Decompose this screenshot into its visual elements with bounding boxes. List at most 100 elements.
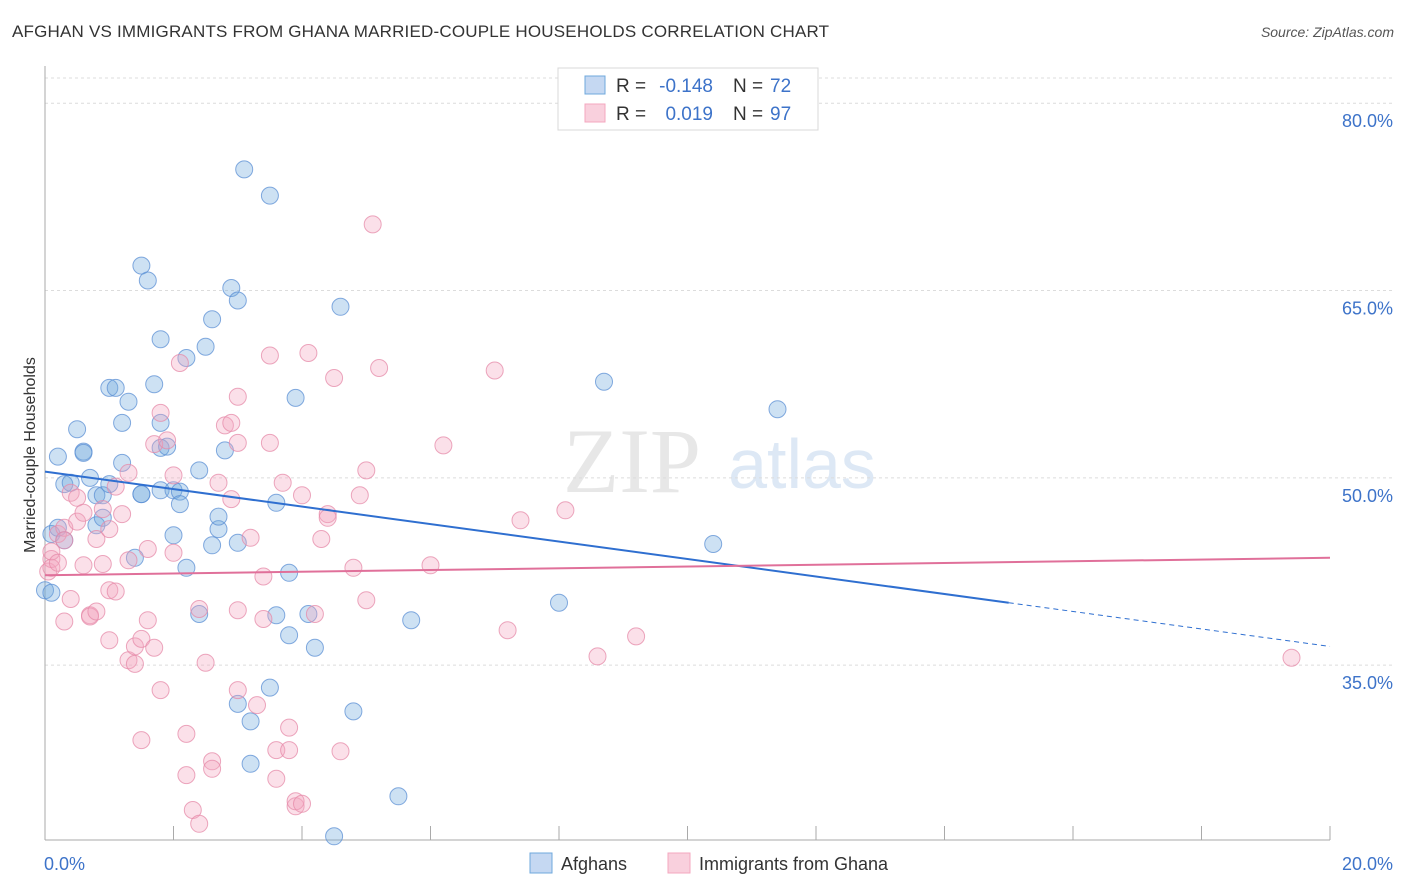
data-point: [235, 160, 254, 179]
data-points: [36, 160, 1301, 846]
data-point: [113, 413, 132, 432]
data-point: [357, 591, 376, 610]
data-point: [228, 681, 247, 700]
data-point: [138, 540, 157, 558]
data-point: [241, 528, 260, 547]
data-point: [254, 567, 273, 586]
data-point: [132, 731, 151, 750]
chart-title: AFGHAN VS IMMIGRANTS FROM GHANA MARRIED-…: [12, 22, 830, 41]
data-point: [100, 581, 119, 600]
data-point: [305, 605, 324, 623]
data-point: [132, 629, 151, 648]
trend-line: [44, 556, 1331, 577]
data-point: [228, 601, 247, 620]
data-point: [55, 612, 74, 631]
trend-lines: [44, 470, 1331, 647]
data-point: [228, 291, 247, 310]
data-point: [151, 681, 170, 700]
data-point: [106, 582, 125, 601]
data-point: [203, 759, 222, 778]
data-point: [704, 535, 723, 553]
data-point: [280, 626, 299, 645]
data-point: [190, 814, 209, 833]
data-point: [370, 359, 389, 377]
data-point: [164, 526, 183, 545]
stats-r-label-1: R =: [616, 76, 646, 97]
data-point: [68, 512, 87, 531]
data-point: [331, 297, 350, 316]
stats-swatch-afghans: [584, 75, 606, 95]
series-afghans-points: [36, 160, 787, 846]
data-point: [511, 511, 530, 530]
data-point: [100, 631, 119, 650]
x-tick-label: 0.0%: [44, 854, 85, 874]
y-tick-label: 50.0%: [1342, 486, 1393, 506]
x-tick-label: 20.0%: [1342, 854, 1393, 874]
data-point: [177, 766, 196, 785]
data-point: [203, 310, 222, 329]
source-label: Source: ZipAtlas.com: [1260, 24, 1394, 40]
data-point: [190, 605, 209, 623]
data-point: [260, 186, 279, 205]
data-point: [389, 787, 408, 806]
watermark-atlas: atlas: [728, 425, 876, 503]
data-point: [55, 531, 74, 550]
data-point: [280, 718, 299, 737]
data-point: [203, 536, 222, 555]
data-point: [1282, 648, 1301, 667]
data-point: [485, 361, 504, 380]
y-tick-labels: 35.0% 50.0% 65.0% 80.0%: [1342, 111, 1393, 693]
data-point: [74, 503, 93, 522]
data-point: [48, 447, 67, 466]
data-point: [260, 678, 279, 697]
legend-label-afghans: Afghans: [561, 854, 627, 874]
data-point: [68, 488, 87, 507]
data-point: [138, 271, 157, 290]
data-point: [100, 520, 119, 539]
data-point: [164, 466, 183, 485]
y-tick-label: 80.0%: [1342, 111, 1393, 131]
watermark: ZIP atlas: [563, 410, 876, 512]
data-point: [61, 590, 80, 608]
data-point: [267, 741, 286, 760]
stats-n-label-1: N =: [733, 76, 763, 97]
data-point: [254, 610, 273, 628]
data-point: [293, 794, 311, 813]
data-point: [164, 543, 183, 562]
data-point: [151, 330, 170, 349]
data-point: [421, 556, 440, 575]
data-point: [93, 500, 112, 519]
data-point: [280, 741, 299, 760]
stats-r-value-2: 0.019: [665, 104, 713, 125]
legend-label-ghana: Immigrants from Ghana: [699, 854, 889, 874]
stats-legend: R = -0.148 N = 72 R = 0.019 N = 97: [557, 67, 819, 131]
data-point: [402, 611, 421, 630]
data-point: [125, 654, 144, 673]
trend-line-extension: [1008, 602, 1331, 647]
data-point: [550, 593, 568, 612]
data-point: [241, 712, 260, 731]
data-point: [68, 420, 87, 439]
data-point: [151, 403, 170, 422]
data-point: [299, 344, 318, 362]
data-point: [93, 486, 112, 505]
stats-r-value-1: -0.148: [659, 76, 713, 97]
data-point: [305, 638, 324, 657]
data-point: [119, 551, 138, 570]
data-point: [241, 754, 260, 773]
data-point: [145, 375, 164, 394]
stats-n-label-2: N =: [733, 104, 763, 125]
data-point: [209, 473, 228, 492]
data-point: [273, 473, 292, 492]
data-point: [267, 769, 286, 788]
data-point: [132, 485, 151, 504]
data-point: [228, 433, 247, 452]
data-point: [106, 378, 125, 397]
data-point: [325, 827, 344, 846]
data-point: [158, 431, 177, 450]
axes: [44, 66, 1331, 841]
y-tick-label: 65.0%: [1342, 299, 1393, 319]
data-point: [203, 752, 222, 771]
data-point: [350, 486, 369, 505]
data-point: [344, 702, 363, 721]
